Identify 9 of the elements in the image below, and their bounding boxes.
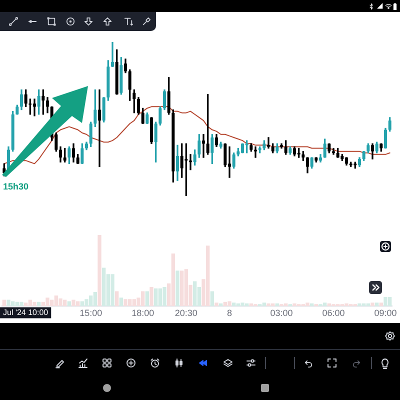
annotation: 15h30 — [3, 181, 29, 192]
x-tick-label: 09:00 — [374, 308, 397, 318]
x-tick-label: 8 — [226, 308, 232, 318]
x-tick-label: 20:30 — [174, 308, 198, 318]
x-tick-label: 18:00 — [132, 308, 154, 318]
text: Jul '24 10:00 — [3, 308, 49, 317]
x-tick-label: 06:00 — [322, 308, 345, 318]
x-tick-label: 15:00 — [80, 308, 102, 318]
x-tick-label: 03:00 — [270, 308, 293, 318]
